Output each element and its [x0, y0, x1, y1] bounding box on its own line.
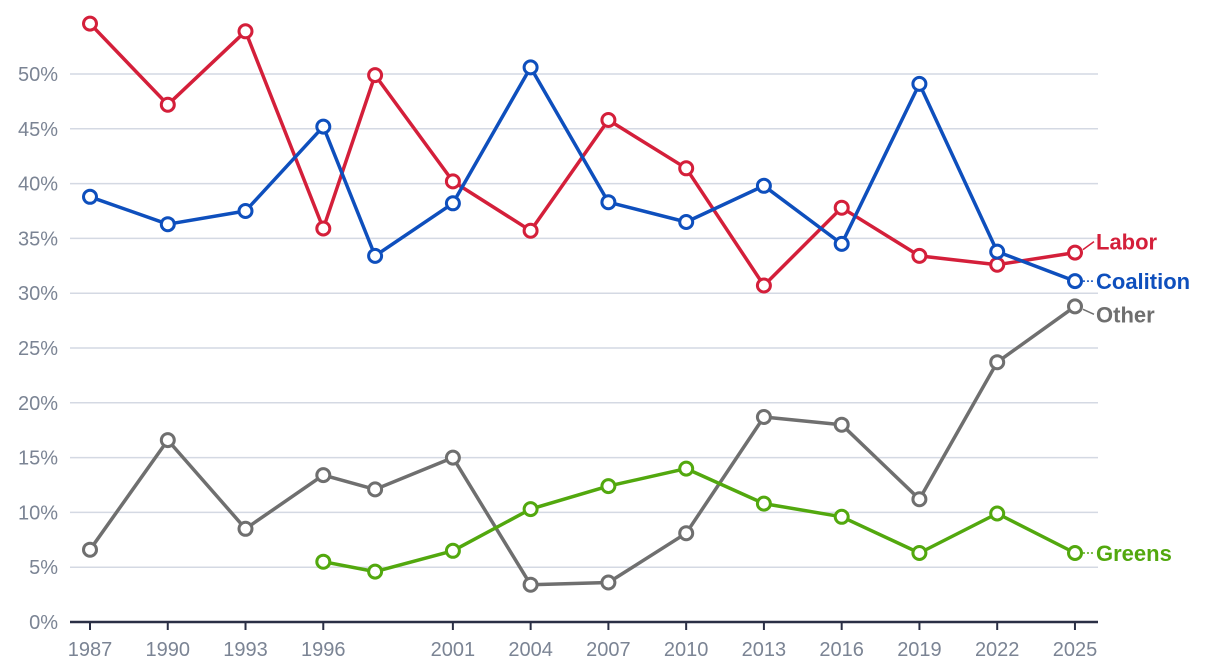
y-tick-label: 5%: [29, 557, 58, 579]
data-point-greens: [989, 505, 1006, 522]
y-tick-label: 35%: [18, 228, 58, 250]
y-tick-label: 45%: [18, 119, 58, 141]
series-label-labor: Labor: [1096, 230, 1158, 255]
series-points: [82, 15, 1083, 593]
series-line-labor: [88, 21, 1077, 288]
data-point-labor: [1067, 244, 1083, 261]
x-tick-label: 2007: [586, 639, 631, 661]
series-label-coalition: Coalition: [1096, 269, 1190, 294]
data-point-coalition: [678, 214, 695, 230]
y-tick-label: 0%: [29, 612, 58, 634]
series-labels: Labor Coalition Other Greens: [1082, 230, 1190, 566]
data-point-coalition: [367, 247, 384, 264]
y-axis: 0% 5% 10% 15% 20% 25% 30% 35% 40% 45% 50%: [18, 64, 58, 634]
data-point-coalition: [159, 216, 176, 233]
data-point-labor: [237, 23, 254, 40]
data-point-coalition: [833, 235, 850, 252]
data-point-greens: [522, 501, 539, 518]
data-point-greens: [833, 508, 850, 525]
data-point-coalition: [444, 195, 461, 212]
series-line-coalition: [88, 65, 1077, 283]
data-point-other: [678, 525, 695, 542]
x-tick-label: 1993: [223, 639, 268, 661]
x-tick-label: 1996: [301, 639, 346, 661]
y-tick-label: 15%: [18, 448, 58, 470]
x-tick-label: 2013: [742, 639, 787, 661]
data-point-greens: [444, 542, 461, 559]
y-tick-label: 50%: [18, 64, 58, 86]
data-point-coalition: [522, 59, 539, 76]
data-point-other: [444, 449, 461, 466]
y-tick-label: 25%: [18, 338, 58, 360]
data-point-other: [367, 481, 384, 498]
data-point-other: [237, 520, 254, 537]
data-point-greens: [600, 478, 617, 495]
data-point-greens: [367, 563, 384, 580]
data-point-coalition: [600, 194, 617, 211]
y-tick-label: 20%: [18, 393, 58, 415]
series-line-greens: [321, 466, 1077, 574]
data-point-other: [1067, 298, 1083, 315]
y-tick-label: 10%: [18, 502, 58, 524]
y-tick-label: 30%: [18, 283, 58, 305]
data-point-coalition: [237, 203, 254, 219]
x-tick-label: 2004: [508, 639, 553, 661]
data-point-labor: [522, 222, 539, 239]
data-point-greens: [678, 460, 695, 477]
data-point-labor: [315, 220, 332, 237]
x-tick-label: 2016: [819, 639, 864, 661]
data-point-coalition: [989, 243, 1006, 260]
data-point-coalition: [911, 75, 928, 92]
data-point-other: [600, 574, 617, 591]
data-point-labor: [82, 15, 98, 32]
data-point-labor: [600, 112, 617, 128]
data-point-coalition: [82, 188, 98, 205]
series-line-other: [88, 304, 1077, 587]
data-point-greens: [1067, 545, 1083, 561]
series-label-connector: [1082, 241, 1095, 251]
data-point-coalition: [755, 177, 772, 194]
x-tick-label: 2001: [431, 639, 476, 661]
x-tick-label: 2019: [897, 639, 942, 661]
data-point-other: [755, 409, 772, 425]
data-point-labor: [833, 199, 850, 216]
data-point-coalition: [315, 118, 332, 135]
series-label-connector: [1082, 308, 1095, 316]
x-tick-label: 2022: [975, 639, 1020, 661]
x-tick-label: 2010: [664, 639, 709, 661]
data-point-labor: [444, 173, 461, 190]
series-label-greens: Greens: [1096, 541, 1172, 566]
data-point-labor: [911, 247, 928, 264]
data-point-other: [315, 467, 332, 484]
x-axis: 1987 1990 1993 1996 2001 2004 2007 2010 2013 2016…: [68, 620, 1098, 661]
x-tick-label: 2025: [1053, 639, 1098, 661]
data-point-greens: [755, 495, 772, 512]
data-point-other: [833, 416, 850, 433]
data-point-labor: [755, 277, 772, 294]
x-tick-label: 1990: [146, 639, 191, 661]
x-tick-label: 1987: [68, 639, 113, 661]
data-point-other: [989, 354, 1006, 371]
data-point-other: [522, 576, 539, 593]
data-point-labor: [367, 67, 384, 84]
gridlines: [70, 73, 1098, 568]
data-point-other: [159, 432, 176, 449]
series-label-other: Other: [1096, 302, 1155, 327]
data-point-greens: [315, 553, 332, 570]
data-point-labor: [159, 96, 176, 113]
data-point-labor: [989, 256, 1006, 273]
y-tick-label: 40%: [18, 174, 58, 196]
data-point-other: [82, 541, 98, 558]
data-point-coalition: [1067, 273, 1083, 290]
data-point-greens: [911, 545, 928, 561]
data-point-other: [911, 491, 928, 508]
data-point-labor: [678, 160, 695, 177]
